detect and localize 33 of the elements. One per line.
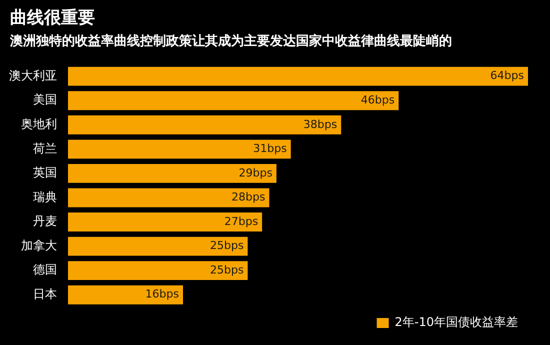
bar xyxy=(68,212,262,232)
y-tick-label: 加拿大 xyxy=(21,238,57,252)
data-label: 64bps xyxy=(490,69,524,82)
data-label: 25bps xyxy=(210,239,244,252)
bar xyxy=(68,236,248,256)
y-tick-label: 日本 xyxy=(33,286,57,301)
y-tick-label: 丹麦 xyxy=(33,214,57,228)
bar xyxy=(68,91,399,110)
bar xyxy=(68,188,270,208)
data-label: 38bps xyxy=(303,118,338,131)
bar xyxy=(68,115,342,134)
bar xyxy=(68,66,528,86)
chart-title: 曲线很重要 xyxy=(9,7,96,29)
y-tick-label: 澳大利亚 xyxy=(9,68,57,82)
data-label: 46bps xyxy=(360,93,395,106)
bar xyxy=(68,164,276,183)
legend-label: 2年-10年国债收益率差 xyxy=(394,315,518,330)
bar xyxy=(68,285,183,304)
chart-subtitle: 澳洲独特的收益率曲线控制政策让其成为主要发达国家中收益律曲线最陡峭的 xyxy=(9,32,453,51)
y-tick-label: 奥地利 xyxy=(21,117,57,132)
y-tick-label: 荷兰 xyxy=(33,141,57,156)
data-label: 16bps xyxy=(145,288,180,301)
data-label: 28bps xyxy=(232,190,266,204)
bar xyxy=(68,261,248,280)
data-label: 27bps xyxy=(224,214,258,228)
data-label: 29bps xyxy=(238,166,273,180)
y-tick-label: 英国 xyxy=(33,166,57,180)
y-tick-label: 德国 xyxy=(33,262,57,277)
bar xyxy=(68,140,291,159)
y-tick-label: 瑞典 xyxy=(33,190,57,204)
y-tick-label: 美国 xyxy=(33,92,57,107)
data-label: 25bps xyxy=(210,263,244,276)
data-label: 31bps xyxy=(253,142,288,156)
